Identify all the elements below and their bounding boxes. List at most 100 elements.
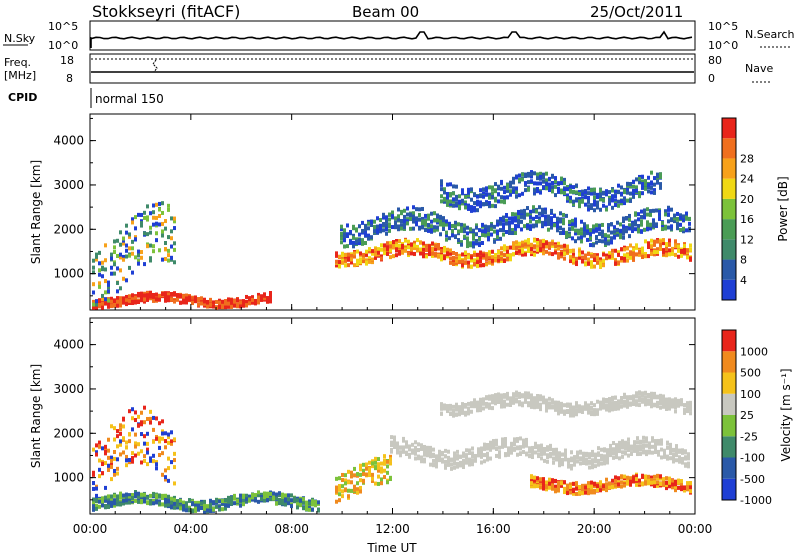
scatter-cell <box>104 290 107 294</box>
scatter-cell <box>614 262 617 266</box>
scatter-cell <box>472 229 475 233</box>
scatter-cell <box>566 491 569 495</box>
scatter-cell <box>481 233 484 237</box>
scatter-cell <box>519 445 522 449</box>
scatter-cell <box>143 216 146 220</box>
scatter-cell <box>359 478 362 482</box>
scatter-cell <box>557 481 560 485</box>
scatter-cell <box>400 219 403 223</box>
scatter-cell <box>461 409 464 413</box>
scatter-cell <box>575 492 578 496</box>
scatter-cell <box>554 406 557 410</box>
scatter-cell <box>170 245 173 249</box>
scatter-cell <box>356 472 359 476</box>
scatter-cell <box>116 494 119 498</box>
scatter-cell <box>602 398 605 402</box>
scatter-cell <box>209 303 212 307</box>
scatter-cell <box>611 206 614 210</box>
scatter-cell <box>443 255 446 259</box>
scatter-cell <box>209 503 212 507</box>
scatter-cell <box>290 493 293 497</box>
scatter-cell <box>583 222 586 226</box>
scatter-cell <box>513 448 516 452</box>
scatter-cell <box>340 236 343 240</box>
scatter-cell <box>122 436 125 440</box>
scatter-cell <box>438 451 441 455</box>
scatter-cell <box>152 216 155 220</box>
scatter-cell <box>443 197 446 201</box>
scatter-cell <box>215 499 218 503</box>
colorbar-cell <box>722 118 736 138</box>
scatter-cell <box>682 218 685 222</box>
scatter-cell <box>687 456 690 460</box>
scatter-cell <box>527 403 530 407</box>
scatter-cell <box>393 436 396 440</box>
scatter-cell <box>335 500 338 504</box>
scatter-cell <box>605 486 608 490</box>
scatter-cell <box>302 497 305 501</box>
scatter-cell <box>462 459 465 463</box>
scatter-cell <box>122 499 125 503</box>
scatter-cell <box>509 189 512 193</box>
scatter-cell <box>464 260 467 264</box>
colorbar-cell <box>722 138 736 158</box>
scatter-cell <box>638 390 641 394</box>
scatter-cell <box>149 244 152 248</box>
scatter-cell <box>464 405 467 409</box>
scatter-cell <box>553 223 556 227</box>
scatter-cell <box>614 401 617 405</box>
scatter-cell <box>612 447 615 451</box>
scatter-cell <box>533 239 536 243</box>
nsky-panel-frame <box>90 21 695 50</box>
scatter-cell <box>548 401 551 405</box>
scatter-cell <box>521 403 524 407</box>
scatter-cell <box>430 220 433 224</box>
scatter-cell <box>582 457 585 461</box>
scatter-cell <box>632 180 635 184</box>
scatter-cell <box>660 455 663 459</box>
nsky-label: N.Sky <box>4 32 36 45</box>
scatter-cell <box>503 400 506 404</box>
scatter-cell <box>578 485 581 489</box>
scatter-cell <box>688 217 691 221</box>
scatter-cell <box>149 294 152 298</box>
scatter-cell <box>308 502 311 506</box>
scatter-cell <box>119 427 122 431</box>
scatter-cell <box>574 221 577 225</box>
scatter-cell <box>485 202 488 206</box>
scatter-cell <box>415 207 418 211</box>
scatter-cell <box>191 301 194 305</box>
scatter-cell <box>663 451 666 455</box>
scatter-cell <box>584 256 587 260</box>
scatter-cell <box>527 180 530 184</box>
scatter-cell <box>507 451 510 455</box>
scatter-cell <box>539 239 542 243</box>
scatter-cell <box>647 189 650 193</box>
scatter-cell <box>539 181 542 185</box>
scatter-cell <box>602 198 605 202</box>
cpid-value: normal 150 <box>95 92 164 106</box>
scatter-cell <box>182 300 185 304</box>
scatter-cell <box>670 208 673 212</box>
scatter-cell <box>561 462 564 466</box>
scatter-cell <box>623 197 626 201</box>
scatter-cell <box>341 494 344 498</box>
scatter-cell <box>377 247 380 251</box>
scatter-cell <box>400 210 403 214</box>
scatter-cell <box>350 471 353 475</box>
scatter-cell <box>386 471 389 475</box>
scatter-cell <box>478 228 481 232</box>
scatter-cell <box>164 445 167 449</box>
scatter-cell <box>569 414 572 418</box>
scatter-cell <box>651 438 654 442</box>
scatter-cell <box>170 497 173 501</box>
scatter-cell <box>266 494 269 498</box>
scatter-cell <box>496 229 499 233</box>
scatter-cell <box>407 245 410 249</box>
scatter-cell <box>119 439 122 443</box>
scatter-cell <box>116 499 119 503</box>
scatter-cell <box>454 235 457 239</box>
scatter-cell <box>641 249 644 253</box>
scatter-cell <box>611 402 614 406</box>
scatter-cell <box>683 403 686 407</box>
